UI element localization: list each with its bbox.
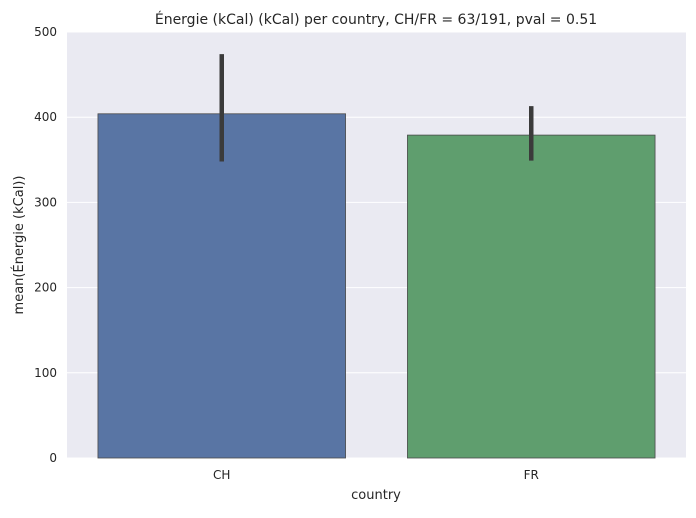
x-tick-label-fr: FR [524, 468, 539, 482]
y-axis-label: mean(Énergie (kCal)) [11, 176, 27, 315]
x-axis-label: country [351, 488, 401, 503]
y-tick-label-300: 300 [34, 195, 57, 209]
chart-title: Énergie (kCal) (kCal) per country, CH/FR… [155, 11, 597, 28]
error-bars [219, 54, 534, 162]
y-tick-label-200: 200 [34, 281, 57, 295]
y-tick-labels: 0 100 200 300 400 500 [34, 25, 57, 465]
bars [97, 113, 656, 459]
x-tick-label-ch: CH [213, 468, 230, 482]
x-tick-labels: CH FR [213, 468, 539, 482]
y-tick-label-500: 500 [34, 25, 57, 39]
y-tick-label-0: 0 [49, 451, 57, 465]
y-tick-label-400: 400 [34, 110, 57, 124]
bar-fr [407, 134, 656, 459]
bar-ch [97, 113, 346, 459]
y-tick-label-100: 100 [34, 366, 57, 380]
